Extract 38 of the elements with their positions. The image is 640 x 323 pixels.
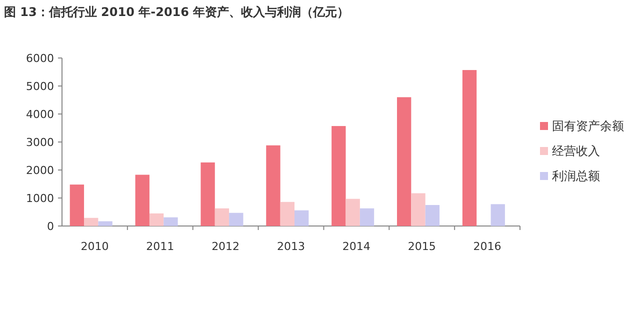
bar bbox=[164, 217, 178, 226]
bar bbox=[396, 97, 412, 226]
legend-label: 利润总额 bbox=[552, 169, 600, 183]
x-tick-label: 2016 bbox=[473, 240, 502, 253]
bar bbox=[214, 208, 230, 226]
bar bbox=[346, 198, 360, 226]
x-tick-label: 2012 bbox=[212, 240, 240, 253]
bar bbox=[490, 204, 505, 226]
bar bbox=[84, 218, 98, 226]
bar bbox=[98, 221, 112, 226]
chart-title: 图 13：信托行业 2010 年-2016 年资产、收入与利润（亿元） bbox=[4, 5, 350, 19]
x-tick-label: 2011 bbox=[146, 240, 174, 253]
bar bbox=[229, 212, 244, 226]
y-tick-label: 6000 bbox=[26, 52, 54, 65]
bar bbox=[360, 208, 374, 226]
bar bbox=[280, 202, 294, 226]
y-tick-label: 4000 bbox=[26, 108, 54, 121]
bar bbox=[332, 126, 346, 226]
legend-label: 经营收入 bbox=[552, 144, 600, 158]
bar bbox=[70, 184, 84, 226]
y-tick-label: 0 bbox=[47, 220, 54, 233]
y-tick-label: 2000 bbox=[26, 164, 54, 177]
bar bbox=[294, 210, 309, 226]
bar bbox=[135, 174, 150, 226]
bar bbox=[149, 213, 164, 226]
x-tick-label: 2014 bbox=[342, 240, 370, 253]
bar bbox=[425, 205, 440, 226]
x-tick-label: 2015 bbox=[408, 240, 436, 253]
bar bbox=[411, 193, 426, 226]
y-tick-label: 5000 bbox=[26, 80, 54, 93]
bar bbox=[200, 162, 215, 226]
legend-label: 固有资产余额 bbox=[552, 119, 624, 133]
bar bbox=[462, 70, 477, 226]
y-tick-label: 1000 bbox=[26, 192, 54, 205]
y-tick-label: 3000 bbox=[26, 136, 54, 149]
x-tick-label: 2013 bbox=[277, 240, 305, 253]
x-tick-label: 2010 bbox=[80, 240, 109, 253]
bar bbox=[266, 145, 280, 226]
